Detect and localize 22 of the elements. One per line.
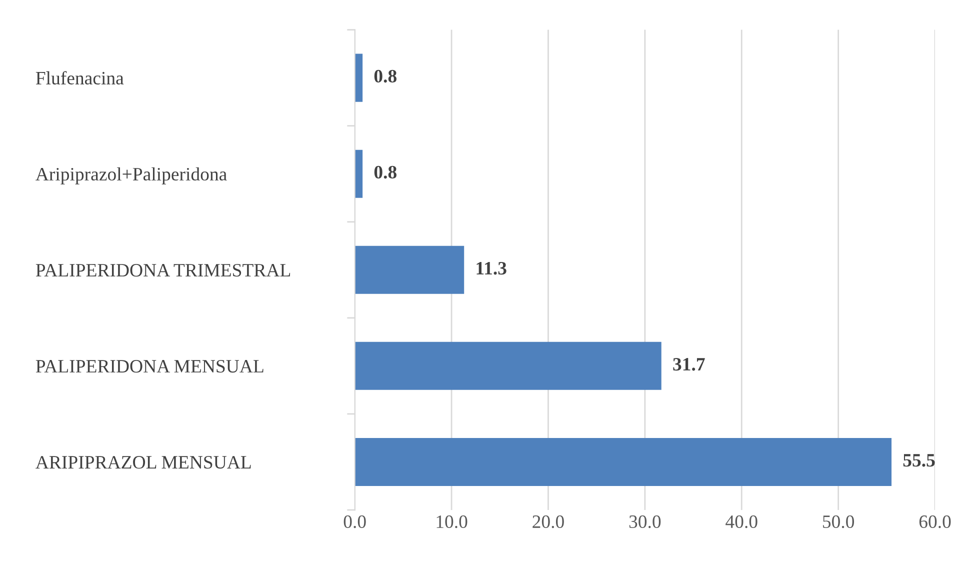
bar <box>354 246 464 294</box>
y-tick-label: PALIPERIDONA TRIMESTRAL <box>36 264 290 277</box>
y-tick-label: PALIPERIDONA MENSUAL <box>36 360 264 373</box>
x-tick-label: 30.0 <box>629 515 661 528</box>
x-tick-label: 0.0 <box>344 515 366 528</box>
data-label: 0.8 <box>374 166 396 179</box>
data-label: 31.7 <box>673 358 705 371</box>
data-label: 11.3 <box>476 262 506 275</box>
x-tick-label: 10.0 <box>436 515 468 528</box>
bar <box>354 54 363 102</box>
bar <box>354 438 892 486</box>
x-tick-label: 40.0 <box>726 515 758 528</box>
y-tick-label: Aripiprazol+Paliperidona <box>36 167 227 184</box>
bar <box>354 342 662 390</box>
data-label: 55.5 <box>903 454 935 467</box>
data-label: 0.8 <box>374 70 396 83</box>
x-tick-label: 60.0 <box>919 515 951 528</box>
y-tick-label: ARIPIPRAZOL MENSUAL <box>36 456 251 469</box>
x-tick-label: 20.0 <box>532 515 564 528</box>
y-tick-label: Flufenacina <box>36 71 124 85</box>
x-tick-label: 50.0 <box>823 515 854 528</box>
bar <box>354 150 363 198</box>
